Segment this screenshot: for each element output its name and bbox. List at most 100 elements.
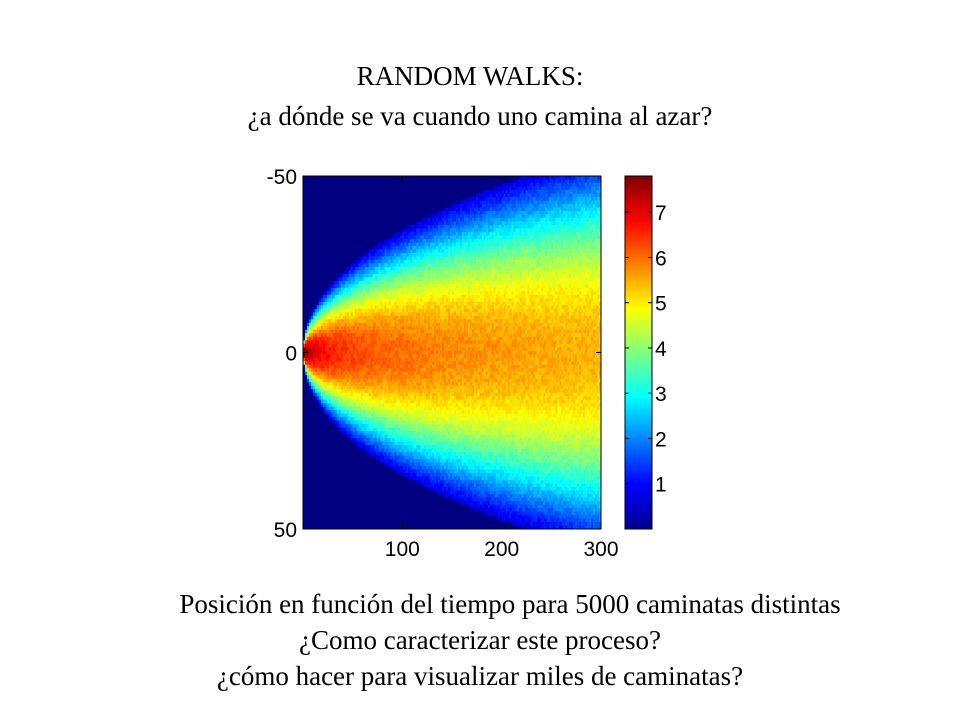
heatmap-cell bbox=[330, 287, 334, 292]
heatmap-cell bbox=[324, 224, 328, 230]
heatmap-cell bbox=[334, 473, 338, 478]
heatmap-cell bbox=[322, 445, 326, 450]
heatmap-cell bbox=[312, 315, 316, 320]
heatmap-cell bbox=[330, 238, 334, 244]
heatmap-cell bbox=[334, 483, 338, 488]
heatmap-cell bbox=[314, 511, 318, 516]
heatmap-cell bbox=[304, 406, 308, 411]
heatmap-cell bbox=[304, 176, 308, 181]
heatmap-cell bbox=[330, 392, 334, 397]
heatmap-cell bbox=[322, 504, 326, 509]
heatmap-cell bbox=[304, 469, 308, 474]
heatmap-cell bbox=[326, 266, 330, 271]
heatmap-cell bbox=[336, 176, 340, 181]
heatmap-cell bbox=[314, 259, 318, 264]
heatmap-cell bbox=[322, 270, 326, 275]
heatmap-cell bbox=[308, 354, 312, 359]
heatmap-cell bbox=[314, 504, 318, 509]
heatmap-cell bbox=[312, 441, 316, 446]
heatmap-cell bbox=[320, 319, 324, 324]
heatmap-cell bbox=[314, 487, 318, 492]
heatmap-cell bbox=[306, 238, 310, 244]
heatmap-cell bbox=[306, 284, 310, 289]
heatmap-cell bbox=[314, 522, 318, 527]
heatmap-cell bbox=[328, 350, 332, 355]
heatmap-cell bbox=[303, 473, 306, 478]
heatmap-cell bbox=[312, 515, 316, 520]
heatmap-cell bbox=[322, 466, 326, 471]
heatmap-cell bbox=[324, 235, 328, 240]
heatmap-cell bbox=[336, 473, 340, 478]
heatmap-cell bbox=[322, 179, 326, 184]
heatmap-cell bbox=[318, 483, 322, 488]
heatmap-cell bbox=[334, 361, 338, 366]
heatmap-cell bbox=[318, 354, 322, 359]
heatmap-cell bbox=[326, 277, 330, 282]
heatmap-cell bbox=[326, 364, 330, 369]
heatmap-cell bbox=[310, 207, 314, 212]
heatmap-cell bbox=[306, 336, 310, 341]
heatmap-cell bbox=[314, 294, 318, 299]
heatmap-cell bbox=[304, 305, 308, 310]
heatmap-cell bbox=[326, 368, 330, 373]
heatmap-cell bbox=[324, 322, 328, 327]
heatmap-cell bbox=[308, 277, 312, 282]
heatmap-cell bbox=[334, 238, 338, 244]
heatmap-cell bbox=[306, 340, 310, 345]
heatmap-cell bbox=[336, 308, 340, 313]
heatmap-cell bbox=[326, 270, 330, 275]
heatmap-cell bbox=[332, 375, 336, 380]
heatmap-cell bbox=[303, 186, 306, 191]
heatmap-cell bbox=[322, 424, 326, 429]
heatmap-cell bbox=[304, 368, 308, 373]
heatmap-cell bbox=[326, 284, 330, 289]
heatmap-cell bbox=[310, 441, 314, 446]
heatmap-cell bbox=[308, 445, 312, 450]
heatmap-cell bbox=[304, 511, 308, 516]
heatmap-cell bbox=[322, 515, 326, 520]
heatmap-cell bbox=[322, 242, 326, 247]
heatmap-cell bbox=[334, 403, 338, 408]
heatmap-cell bbox=[306, 333, 310, 338]
heatmap-cell bbox=[314, 312, 318, 317]
heatmap-cell bbox=[324, 466, 328, 471]
heatmap-cell bbox=[334, 217, 338, 223]
heatmap-cell bbox=[318, 235, 322, 240]
heatmap-cell bbox=[310, 312, 314, 317]
heatmap-cell bbox=[332, 462, 336, 467]
heatmap-cell bbox=[314, 473, 318, 478]
heatmap-cell bbox=[304, 214, 308, 219]
heatmap-cell bbox=[326, 487, 330, 492]
heatmap-cell bbox=[324, 277, 328, 282]
heatmap-cell bbox=[324, 445, 328, 450]
heatmap-cell bbox=[316, 242, 320, 247]
heatmap-cell bbox=[334, 382, 338, 387]
heatmap-cell bbox=[312, 217, 316, 223]
heatmap-cell bbox=[322, 403, 326, 408]
heatmap-cell bbox=[328, 410, 332, 415]
heatmap-cell bbox=[308, 382, 312, 387]
heatmap-cell bbox=[318, 459, 322, 464]
heatmap-cell bbox=[318, 259, 322, 264]
heatmap-cell bbox=[314, 252, 318, 257]
heatmap-cell bbox=[328, 207, 332, 212]
heatmap-cell bbox=[330, 284, 334, 289]
heatmap-cell bbox=[334, 182, 338, 188]
heatmap-cell bbox=[328, 277, 332, 282]
heatmap-cell bbox=[326, 396, 330, 401]
heatmap-cell bbox=[322, 224, 326, 230]
heatmap-cell bbox=[308, 252, 312, 257]
heatmap-cell bbox=[334, 242, 338, 247]
heatmap-cell bbox=[334, 462, 338, 467]
heatmap-cell bbox=[318, 476, 322, 481]
heatmap-cell bbox=[312, 452, 316, 457]
heatmap-cell bbox=[336, 389, 340, 394]
heatmap-cell bbox=[328, 203, 332, 209]
heatmap-cell bbox=[303, 263, 306, 268]
heatmap-cell bbox=[303, 511, 306, 516]
heatmap-cell bbox=[336, 483, 340, 488]
heatmap-cell bbox=[314, 326, 318, 331]
heatmap-cell bbox=[312, 476, 316, 481]
heatmap-cell bbox=[310, 350, 314, 355]
heatmap-cell bbox=[304, 410, 308, 415]
